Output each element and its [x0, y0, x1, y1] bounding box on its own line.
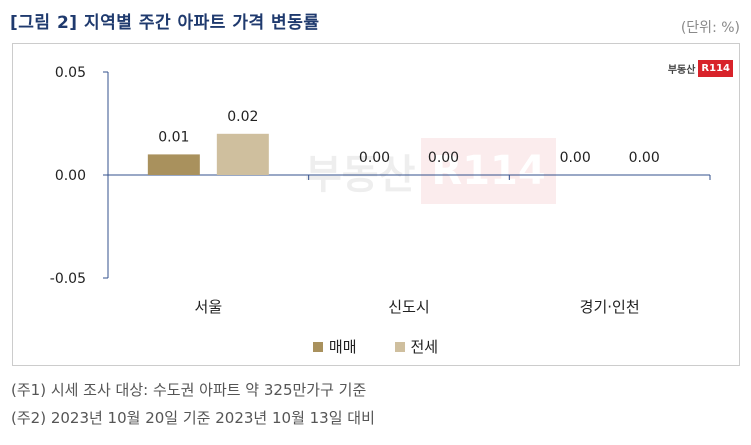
legend-item-lease: 전세	[394, 336, 439, 357]
chart-frame	[12, 43, 740, 366]
legend-swatch-sale	[312, 341, 323, 352]
bar-sale	[147, 154, 200, 175]
brand-text: 부동산	[667, 65, 696, 76]
chart-title: [그림 2] 지역별 주간 아파트 가격 변동률	[10, 13, 320, 33]
legend-item-sale: 매매	[312, 336, 357, 357]
data-label: 0.00	[560, 150, 591, 166]
data-label: 0.02	[227, 109, 258, 125]
data-label: 0.00	[629, 150, 660, 166]
data-label: 0.00	[359, 150, 390, 166]
brand-box: R114	[698, 60, 733, 77]
brand-logo: 부동산 R114	[668, 60, 733, 77]
watermark-box: R114	[421, 138, 556, 204]
y-tick-label: 0.00	[55, 168, 86, 184]
x-category-label: 경기·인천	[580, 298, 640, 316]
legend-swatch-lease	[394, 341, 405, 352]
x-category-label: 신도시	[388, 298, 429, 316]
legend-label-sale: 매매	[328, 338, 357, 356]
footnote-2: (주2) 2023년 10월 20일 기준 2023년 10월 13일 대비	[11, 409, 375, 427]
data-label: 0.01	[158, 129, 189, 145]
bar-lease	[216, 133, 269, 175]
footnotes: (주1) 시세 조사 대상: 수도권 아파트 약 325만가구 기준 (주2) …	[11, 376, 375, 432]
legend-label-lease: 전세	[410, 338, 439, 356]
y-tick-label: -0.05	[50, 271, 86, 287]
x-category-label: 서울	[195, 298, 223, 316]
data-label: 0.00	[428, 150, 459, 166]
legend: 매매 전세	[0, 336, 751, 357]
y-tick-label: 0.05	[55, 65, 86, 81]
unit-label: (단위: %)	[680, 20, 740, 36]
footnote-1: (주1) 시세 조사 대상: 수도권 아파트 약 325만가구 기준	[11, 381, 367, 399]
